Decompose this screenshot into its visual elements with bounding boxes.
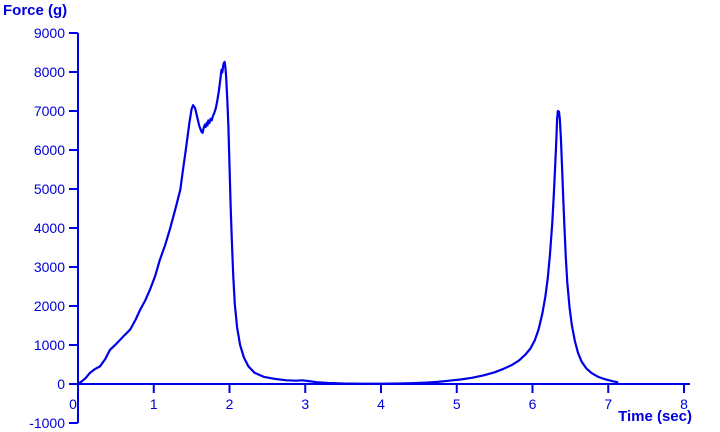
y-tick-label: 6000 bbox=[34, 142, 65, 158]
x-axis-title: Time (sec) bbox=[618, 408, 692, 425]
x-tick-label: 7 bbox=[604, 396, 612, 412]
x-tick-label: 8 bbox=[680, 396, 688, 412]
y-tick-label: 8000 bbox=[34, 64, 65, 80]
x-tick-label: 2 bbox=[226, 396, 234, 412]
y-tick-label: 9000 bbox=[34, 25, 65, 41]
x-tick-label: 1 bbox=[150, 396, 158, 412]
x-tick-label: 4 bbox=[377, 396, 385, 412]
force-curve bbox=[76, 60, 619, 386]
y-tick-label: 7000 bbox=[34, 103, 65, 119]
y-tick-label: 3000 bbox=[34, 259, 65, 275]
y-tick-label: -1000 bbox=[29, 415, 65, 431]
y-tick-label: 1000 bbox=[34, 337, 65, 353]
y-tick-label: 0 bbox=[57, 376, 65, 392]
x-tick-label: 6 bbox=[529, 396, 537, 412]
y-tick-label: 4000 bbox=[34, 220, 65, 236]
x-tick-label: 3 bbox=[301, 396, 309, 412]
y-tick-label: 2000 bbox=[34, 298, 65, 314]
x-tick-label: 0 bbox=[69, 396, 77, 412]
y-axis-title: Force (g) bbox=[3, 2, 68, 19]
y-tick-label: 5000 bbox=[34, 181, 65, 197]
x-tick-label: 5 bbox=[453, 396, 461, 412]
